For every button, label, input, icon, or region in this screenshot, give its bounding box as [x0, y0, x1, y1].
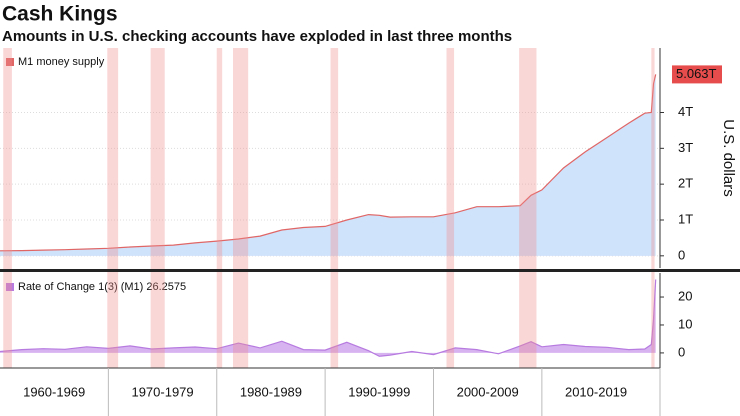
line	[0, 74, 657, 252]
recession-band	[330, 48, 339, 368]
legend-label: Rate of Change 1(3) (M1) 26.2575	[18, 281, 186, 293]
x-tick-label: 1970-1979	[131, 384, 193, 399]
area	[0, 74, 656, 256]
recession-band	[107, 48, 119, 368]
legend-label: M1 money supply	[18, 56, 105, 68]
recession-band	[3, 48, 12, 368]
line	[0, 279, 657, 357]
recession-band	[519, 48, 537, 368]
x-tick-label: 1980-1989	[240, 384, 302, 399]
legend-swatch	[6, 283, 14, 291]
y-tick-label: 0	[678, 344, 685, 359]
chart-title: Cash Kings	[2, 3, 118, 26]
x-tick-label: 2010-2019	[565, 384, 627, 399]
y-axis-label: U.S. dollars	[720, 119, 737, 197]
x-tick-label: 1990-1999	[348, 384, 410, 399]
y-tick-label: 0	[678, 247, 685, 262]
y-tick-label: 1T	[678, 211, 693, 226]
recession-band	[446, 48, 455, 368]
value-label: 5.063T	[676, 66, 717, 81]
y-tick-label: 2T	[678, 176, 693, 191]
y-tick-label: 4T	[678, 104, 693, 119]
area	[0, 279, 656, 357]
y-tick-label: 3T	[678, 140, 693, 155]
y-tick-label: 20	[678, 288, 692, 303]
legend-swatch	[6, 58, 14, 66]
chart-subtitle: Amounts in U.S. checking accounts have e…	[2, 28, 512, 45]
x-tick-label: 2000-2009	[457, 384, 519, 399]
value-label-box	[672, 65, 722, 84]
recession-band	[150, 48, 165, 368]
recession-band	[233, 48, 249, 368]
y-tick-label: 10	[678, 316, 692, 331]
recession-band	[216, 48, 223, 368]
recession-band	[651, 48, 655, 368]
x-tick-label: 1960-1969	[23, 384, 85, 399]
